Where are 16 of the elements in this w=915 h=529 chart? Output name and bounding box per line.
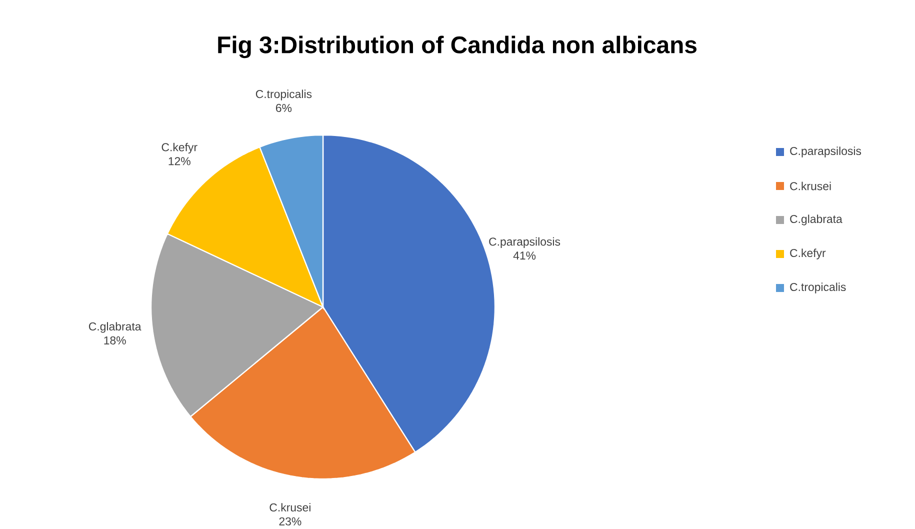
chart-title: Fig 3:Distribution of Candida non albicans <box>218 36 696 58</box>
data-label: 23% <box>279 517 302 526</box>
legend-label: C.kefyr <box>790 248 826 260</box>
legend-label: C.parapsilosis <box>790 146 862 158</box>
slice-label: C.kefyr <box>162 143 198 154</box>
slice-label: C.parapsilosis <box>489 237 560 248</box>
slice-label: C.glabrata <box>88 322 142 333</box>
legend-label: C.krusei <box>790 182 831 190</box>
slice-label: C.tropicalis <box>256 90 312 100</box>
data-label: 18% <box>104 336 126 345</box>
data-label: 41% <box>513 252 536 260</box>
data-label: 12% <box>168 157 190 166</box>
legend-label: C.tropicalis <box>790 282 846 294</box>
data-label: 6% <box>276 104 292 112</box>
legend-label: C.glabrata <box>790 214 842 226</box>
slice-label: C.krusei <box>270 503 310 512</box>
